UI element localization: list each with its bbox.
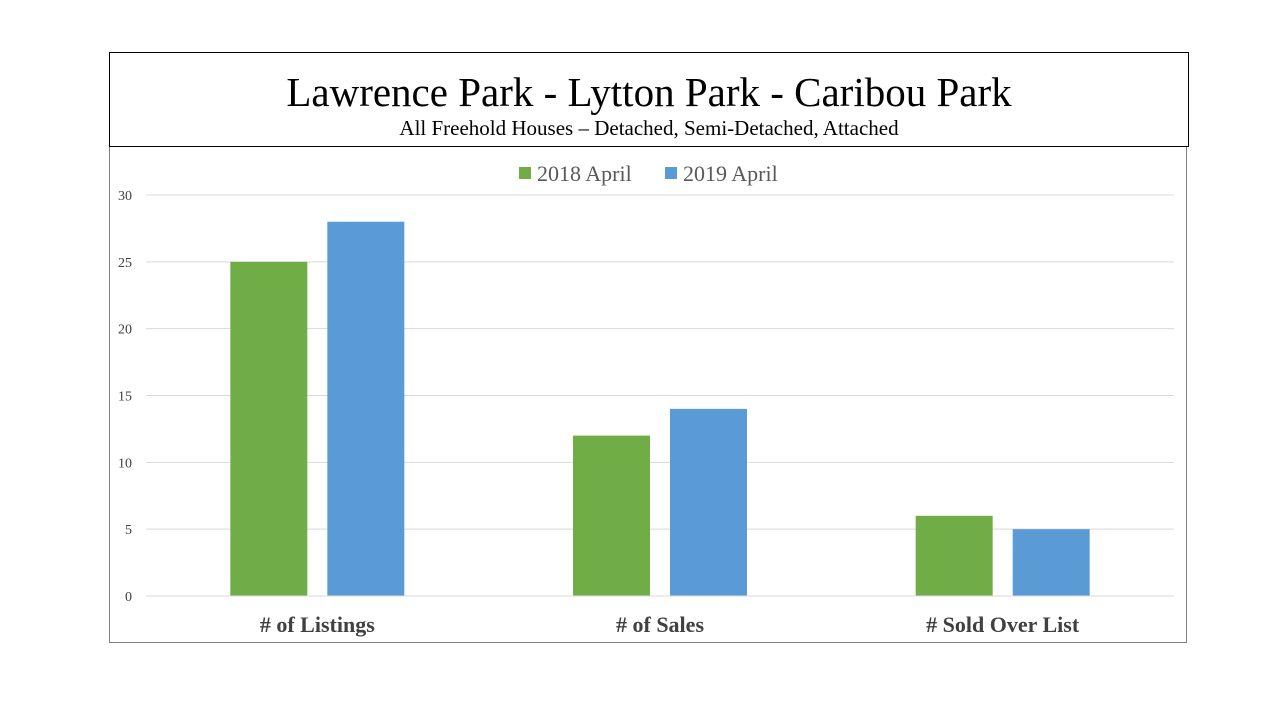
chart-title: Lawrence Park - Lytton Park - Caribou Pa…	[286, 69, 1012, 115]
title-box: Lawrence Park - Lytton Park - Caribou Pa…	[109, 52, 1189, 147]
y-tick-label: 30	[118, 189, 132, 204]
bar	[915, 515, 993, 596]
y-tick-label: 15	[118, 390, 132, 405]
y-tick-label: 20	[118, 323, 132, 338]
legend-label: 2018 April	[537, 161, 632, 186]
legend-label: 2019 April	[683, 161, 778, 186]
y-tick-label: 10	[118, 456, 132, 471]
x-category-label: # Sold Over List	[926, 612, 1080, 637]
x-category-label: # of Sales	[616, 612, 704, 637]
bar	[230, 261, 308, 596]
y-tick-label: 0	[125, 590, 132, 605]
bar	[1012, 529, 1090, 596]
bar	[573, 435, 650, 596]
bar	[327, 221, 405, 596]
legend-swatch	[519, 167, 531, 179]
x-category-label: # of Listings	[260, 612, 375, 637]
legend-swatch	[665, 167, 677, 179]
y-tick-label: 25	[118, 256, 132, 271]
y-tick-label: 5	[125, 523, 132, 538]
bar	[670, 408, 747, 596]
chart-subtitle: All Freehold Houses – Detached, Semi-Det…	[399, 116, 899, 140]
